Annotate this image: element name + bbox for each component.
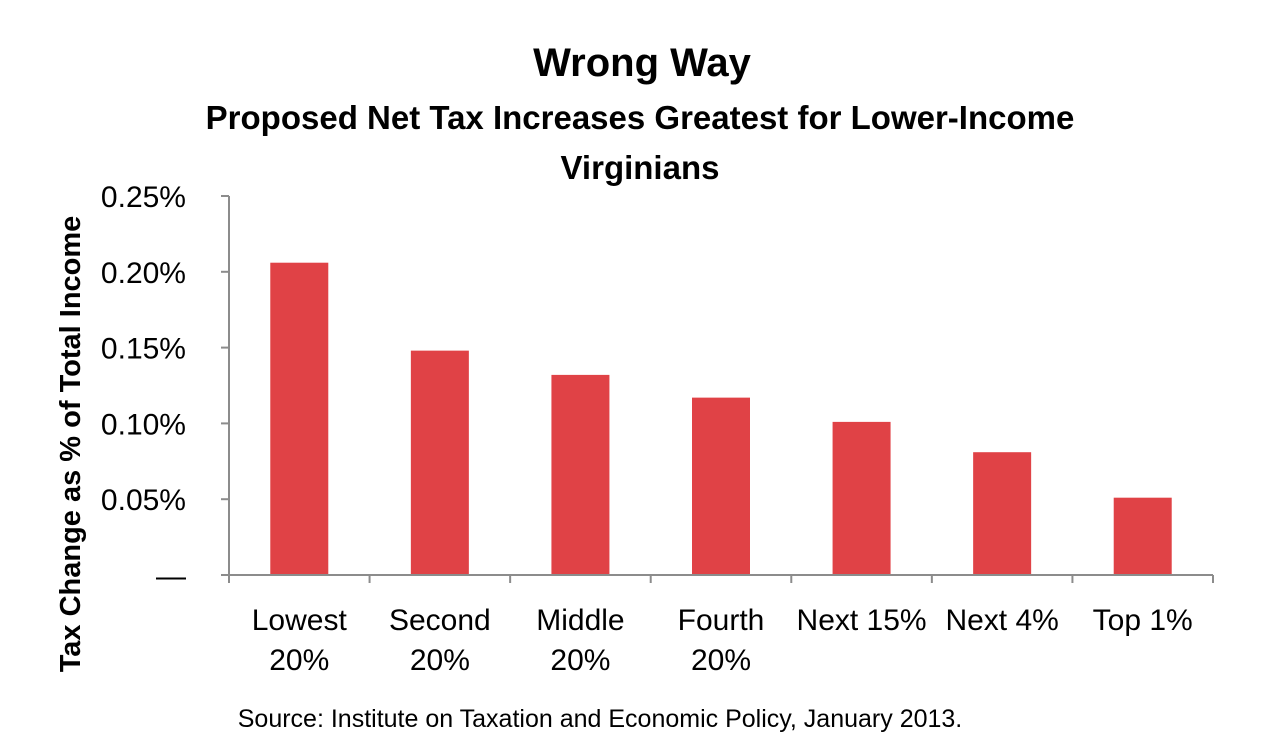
bar [832, 421, 891, 575]
y-tick-label: 0.20% [101, 257, 186, 290]
bar [692, 397, 750, 575]
x-tick-label: Second [389, 604, 491, 637]
bars [270, 262, 1172, 575]
x-tick-label: 20% [550, 644, 610, 677]
x-tick-label: Next 4% [945, 604, 1058, 637]
x-tick-label: Top 1% [1093, 604, 1193, 637]
bar [270, 262, 329, 575]
y-tick-label: 0.05% [101, 484, 186, 517]
y-tick-label: — [156, 560, 186, 593]
x-tick-label: Middle [536, 604, 624, 637]
y-axis-title: Tax Change as % of Total Income [55, 216, 87, 673]
bar [1113, 497, 1172, 575]
y-tick-label: 0.25% [101, 181, 186, 214]
bar [551, 374, 610, 575]
x-tick-label: Next 15% [797, 604, 927, 637]
x-axis: Lowest 20% Second 20% Middle 20% Fourth 20% Next… [228, 574, 1214, 677]
source-note: Source: Institute on Taxation and Econom… [238, 705, 963, 733]
chart-subtitle-line-2: Virginians [561, 149, 720, 186]
x-tick-label: Lowest [252, 604, 348, 637]
y-axis: — 0.05% 0.10% 0.15% 0.20% 0.25% [101, 181, 230, 593]
x-tick-label: Fourth [678, 604, 765, 637]
bar [973, 452, 1032, 575]
y-tick-label: 0.15% [101, 333, 186, 366]
x-tick-label: 20% [691, 644, 751, 677]
x-tick-label: 20% [269, 644, 329, 677]
chart-title: Wrong Way [533, 41, 752, 85]
bar [410, 350, 469, 575]
x-tick-label: 20% [410, 644, 470, 677]
chart-subtitle-line-1: Proposed Net Tax Increases Greatest for … [206, 99, 1075, 136]
y-tick-label: 0.10% [101, 408, 186, 441]
